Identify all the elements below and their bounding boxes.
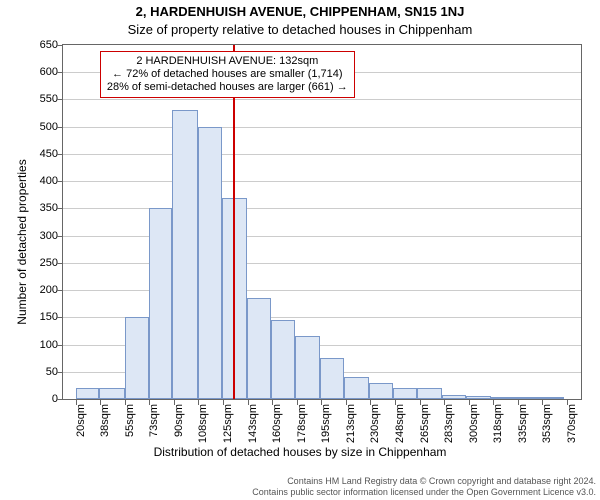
y-tick-mark — [57, 99, 62, 100]
annotation-line1: 2 HARDENHUISH AVENUE: 132sqm — [107, 55, 348, 68]
y-tick-label: 300 — [24, 231, 58, 242]
histogram-bar — [295, 336, 320, 399]
x-tick-label: 335sqm — [518, 404, 529, 454]
footer-line2: Contains public sector information licen… — [0, 487, 596, 498]
y-tick-label: 500 — [24, 122, 58, 133]
chart-title-address: 2, HARDENHUISH AVENUE, CHIPPENHAM, SN15 … — [0, 4, 600, 19]
y-tick-label: 450 — [24, 149, 58, 160]
footer-line1: Contains HM Land Registry data © Crown c… — [0, 476, 596, 487]
y-tick-label: 350 — [24, 203, 58, 214]
annotation-line3: 28% of semi-detached houses are larger (… — [107, 81, 348, 94]
y-tick-mark — [57, 345, 62, 346]
histogram-bar — [198, 127, 222, 399]
y-tick-label: 250 — [24, 258, 58, 269]
y-tick-mark — [57, 181, 62, 182]
histogram-bar — [466, 396, 491, 399]
x-tick-label: 213sqm — [346, 404, 357, 454]
x-tick-label: 90sqm — [174, 404, 185, 454]
histogram-bar — [491, 397, 515, 399]
y-tick-mark — [57, 45, 62, 46]
x-tick-label: 160sqm — [272, 404, 283, 454]
plot-area: 2 HARDENHUISH AVENUE: 132sqm ← 72% of de… — [62, 44, 582, 400]
x-tick-label: 248sqm — [395, 404, 406, 454]
x-tick-label: 125sqm — [223, 404, 234, 454]
histogram-bar — [442, 395, 466, 399]
x-tick-label: 73sqm — [149, 404, 160, 454]
y-tick-mark — [57, 317, 62, 318]
y-tick-label: 50 — [24, 367, 58, 378]
histogram-bar — [99, 388, 124, 399]
gridline — [63, 263, 581, 264]
gridline — [63, 154, 581, 155]
y-tick-label: 650 — [24, 40, 58, 51]
histogram-bar — [271, 320, 295, 399]
y-tick-mark — [57, 263, 62, 264]
y-tick-mark — [57, 72, 62, 73]
y-tick-label: 400 — [24, 176, 58, 187]
gridline — [63, 181, 581, 182]
x-tick-label: 353sqm — [542, 404, 553, 454]
gridline — [63, 99, 581, 100]
footer-attribution: Contains HM Land Registry data © Crown c… — [0, 476, 600, 498]
histogram-bar — [417, 388, 442, 399]
histogram-bar — [149, 208, 173, 399]
histogram-bar — [393, 388, 417, 399]
x-tick-label: 20sqm — [76, 404, 87, 454]
y-tick-label: 0 — [24, 394, 58, 405]
reference-line — [233, 45, 235, 399]
histogram-bar — [320, 358, 344, 399]
histogram-bar — [172, 110, 197, 399]
x-tick-label: 195sqm — [321, 404, 332, 454]
y-tick-mark — [57, 372, 62, 373]
histogram-bar — [344, 377, 369, 399]
y-tick-mark — [57, 290, 62, 291]
y-tick-mark — [57, 399, 62, 400]
histogram-bar — [247, 298, 271, 399]
x-tick-label: 143sqm — [248, 404, 259, 454]
histogram-bar — [369, 383, 393, 399]
histogram-bar — [76, 388, 100, 399]
gridline — [63, 236, 581, 237]
x-tick-label: 300sqm — [469, 404, 480, 454]
x-tick-label: 318sqm — [493, 404, 504, 454]
x-tick-label: 265sqm — [420, 404, 431, 454]
y-tick-label: 200 — [24, 285, 58, 296]
x-tick-label: 283sqm — [444, 404, 455, 454]
x-tick-label: 178sqm — [297, 404, 308, 454]
y-tick-label: 550 — [24, 94, 58, 105]
y-tick-label: 600 — [24, 67, 58, 78]
histogram-bar — [515, 397, 540, 399]
y-tick-mark — [57, 154, 62, 155]
gridline — [63, 208, 581, 209]
annotation-line2: ← 72% of detached houses are smaller (1,… — [107, 68, 348, 81]
gridline — [63, 290, 581, 291]
gridline — [63, 127, 581, 128]
y-tick-mark — [57, 208, 62, 209]
histogram-bar — [540, 397, 564, 399]
x-tick-label: 55sqm — [125, 404, 136, 454]
x-tick-label: 38sqm — [100, 404, 111, 454]
annotation-box: 2 HARDENHUISH AVENUE: 132sqm ← 72% of de… — [100, 51, 355, 98]
y-tick-mark — [57, 236, 62, 237]
x-tick-label: 108sqm — [198, 404, 209, 454]
chart-title-desc: Size of property relative to detached ho… — [0, 22, 600, 37]
y-tick-label: 150 — [24, 312, 58, 323]
x-tick-label: 230sqm — [370, 404, 381, 454]
y-tick-mark — [57, 127, 62, 128]
y-tick-label: 100 — [24, 340, 58, 351]
histogram-bar — [125, 317, 149, 399]
x-tick-label: 370sqm — [567, 404, 578, 454]
